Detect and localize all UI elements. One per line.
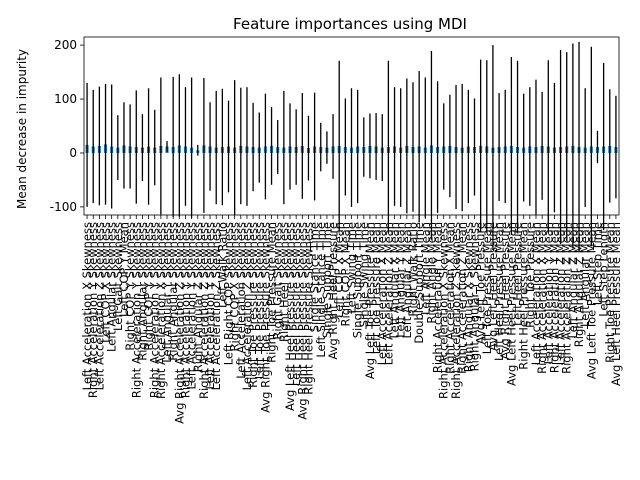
x-tick-label: Left Acceleration Z Skewness (92, 222, 106, 390)
y-axis-label: Mean decrease in impurity (15, 49, 29, 209)
x-tick-label: Single Support Time (320, 222, 334, 338)
x-tick-label: Right Angular X Skewness (461, 222, 475, 372)
x-tick-label: Left Angular Y Mean (394, 222, 408, 338)
x-tick-label: Left Acceleration Y Skewness (185, 222, 199, 389)
y-tick-label: 200 (54, 38, 77, 52)
x-tick-label: Right COP X Skewness (228, 222, 242, 352)
y-tick-label: -100 (50, 200, 77, 214)
x-tick-label: Right Gait Skewness (271, 222, 285, 340)
x-tick-label: Right Angular Z Mean (572, 222, 586, 347)
x-tick-label: Left Right COP Skewness (222, 222, 236, 365)
chart-title: Feature importances using MDI (233, 15, 467, 33)
x-tick-label: Avg Right Heel Pressure (498, 222, 512, 360)
x-tick-label: Left Toe Pressure Skewness (252, 222, 266, 379)
x-tick-label: Left Acceleration Z Skewness (240, 222, 254, 390)
x-tick-label: Left Toe Pressure Mean (369, 222, 383, 354)
x-tick-label: Right COP Y Skewness (123, 222, 137, 351)
x-tick-label: Double Support Time (412, 222, 426, 344)
x-tick-label: Right Acceleration X Skewness (437, 222, 451, 399)
x-tick-label: Avg Left Heel Pressure Skewness (283, 222, 297, 411)
x-tick-label: Avg Right Toe Pressure Skewness (258, 222, 272, 413)
x-tick-label: Right COP Y Skewness (142, 222, 156, 351)
x-tick-label: Left COP Y Mean (117, 222, 131, 317)
x-tick-label: Right Angle Mean (424, 222, 438, 324)
x-tick-label: Single Swing Time (357, 222, 371, 327)
x-tick-label: Single Support Time (351, 222, 365, 338)
x-tick-label: Left Acceleration Y Skewness (203, 222, 217, 389)
x-tick-label: Left Angular Z Mean (566, 222, 580, 339)
x-tick-label: Avg Right Acceleration Z Skewness (172, 222, 186, 424)
x-tick-label: Avg Right Heel Pressure (326, 222, 340, 360)
x-tick-label: Right Acceleration Z Mean (455, 222, 469, 374)
x-tick-label: Left Acceleration X Mean (375, 222, 389, 365)
x-tick-label: Right Acceleration Z Mean (560, 222, 574, 374)
x-tick-label: Right Walk Ratio (406, 222, 420, 317)
x-tick-label: Right Toe Pressure Mean (265, 222, 279, 363)
x-tick-label: Right Heel Pressure Mean (517, 222, 531, 370)
x-tick-label: Avg Left Heel Pressure (486, 222, 500, 351)
y-tick-label: 0 (69, 146, 77, 160)
x-tick-label: Right COP X Mean (338, 222, 352, 326)
x-tick-label: Right Angular Z Skewness (191, 222, 205, 372)
x-tick-label: Right Toe Pressure Skewness (246, 222, 260, 388)
x-tick-label: Left Angular Z Mean (400, 222, 414, 339)
x-tick-label: Left Swing Time (345, 222, 359, 314)
x-tick-label: Right Acceleration Y Skewness (178, 222, 192, 398)
x-tick-label: Right Angular Skewness (166, 222, 180, 361)
x-tick-label: Left Acceleration X Skewness (80, 222, 94, 390)
x-tick-label: Left Acceleration Skewness (234, 222, 248, 379)
x-tick-label: Left Angular Skewness (105, 222, 119, 352)
x-tick-label: Avg Left Toe Pressure (474, 222, 488, 344)
x-tick-label: Left Acceleration Z Skewness (209, 222, 223, 390)
x-tick-label: Left Angular X Mean (388, 222, 402, 339)
x-tick-label: Right Acceleration Y Skewness (148, 222, 162, 398)
x-tick-label: Avg Left Heel Pressure Mean (504, 222, 518, 386)
x-tick-label: Right Acceleration Z Skewness (449, 222, 463, 399)
x-tick-label: Left Acceleration X Mean (529, 222, 543, 365)
x-tick-label: Right Acceleration Z Skewness (197, 222, 211, 399)
x-tick-label: Left COP X Mean (332, 222, 346, 318)
x-tick-label: Right Acceleration X Skewness (154, 222, 168, 399)
x-tick-label: Left COP X Skewness (99, 222, 113, 343)
x-tick-label: Left Angle Mean (418, 222, 432, 315)
x-tick-label: Left Acceleration Z Mean (381, 222, 395, 365)
x-tick-label: Left Heel Pressure Skewness (289, 222, 303, 386)
x-tick-label: Left Single Stance Time (314, 222, 328, 358)
x-tick-label: Right Acceleration X Mean (535, 222, 549, 374)
x-tick-label: Right Acceleration Y Mean (431, 222, 445, 373)
x-tick-label: Left Walk Ratio (215, 222, 229, 308)
x-tick-label: Right Toe Pressure Mean (603, 222, 617, 363)
x-tick-label: Avg Left Toe Pressure Mean (584, 222, 598, 379)
x-tick-label: Right Heel Pressure Skewness (301, 222, 315, 395)
x-tick-label: Left Angular Y Skewness (160, 222, 174, 363)
x-tick-label: Right Heel Skewness (277, 222, 291, 342)
x-tick-label: Right Angular Skewness (135, 222, 149, 361)
x-tick-label: Left Toe Pressure Mean (480, 222, 494, 354)
x-tick-label: Right Acceleration Y Skewness (129, 222, 143, 398)
x-tick-label: Right Angular Y Skewness (467, 222, 481, 371)
x-tick-label: Left Step Time (590, 222, 604, 305)
plot-area (85, 41, 618, 253)
x-tick-label: Right Toe Pressure (523, 222, 537, 328)
x-tick-label: Left Acceleration Y Mean (541, 222, 555, 364)
x-tick-label: Left Heel Pressure Mean (492, 222, 506, 361)
x-tick-label: Single Stance Time (308, 222, 322, 332)
x-tick-label: Left Step Length (597, 222, 611, 317)
x-tick-label: Avg Left Heel Pressure Mean (609, 222, 623, 386)
x-tick-label: Left Acceleration Z Mean (554, 222, 568, 365)
x-tick-label: Right Acceleration Y Mean (547, 222, 561, 373)
x-tick-label: Avg Right Heel Pressure Skewness (295, 222, 309, 420)
x-tick-label: Avg Left Toe Pressure Mean (363, 222, 377, 379)
x-tick-label: Right Acceleration Y Skewness (86, 222, 100, 398)
x-tick-label: Right Acceleration X Mean (443, 222, 457, 374)
y-tick-label: 100 (54, 92, 77, 106)
x-tick-label: Left Gait Skewness (111, 222, 125, 331)
x-tick-label: Left Heel Pressure (511, 222, 525, 326)
x-tick-label: Left Angular Mean (578, 222, 592, 327)
